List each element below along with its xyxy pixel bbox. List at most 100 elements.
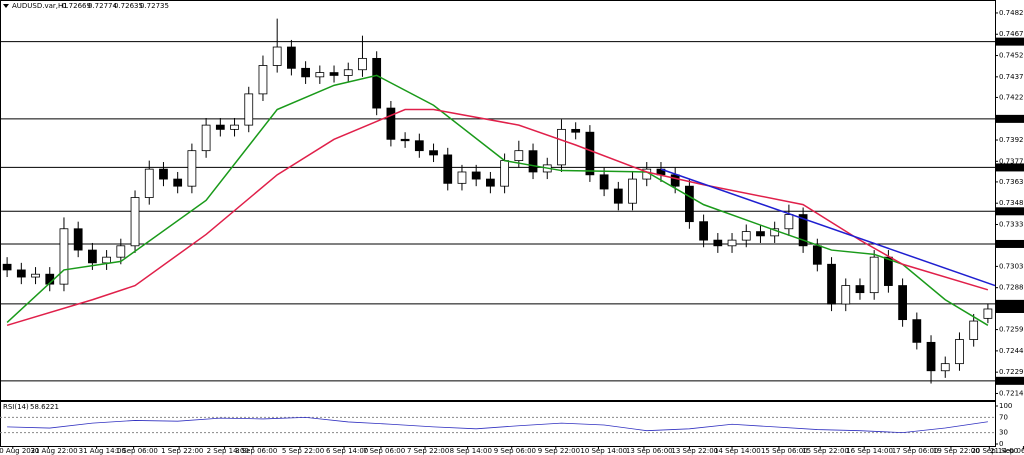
candle-body <box>713 239 723 247</box>
candle-body <box>827 263 836 305</box>
x-tick-label: 9 Sep 22:00 <box>538 447 580 455</box>
level-box <box>995 37 1024 46</box>
candle-body <box>429 150 438 156</box>
candle-body <box>272 46 282 66</box>
x-tick-label: 15 Sep 22:00 <box>802 447 849 455</box>
candle-body <box>287 46 296 69</box>
x-tick-label: 2 Sep 14:00 <box>207 447 249 455</box>
x-tick-label: 30 Aug 22:00 <box>30 447 77 455</box>
candle-body <box>898 285 907 321</box>
candle-body <box>841 285 851 305</box>
level-label: 0.72229 <box>997 377 1024 385</box>
y-tick-label: 0.73035 <box>999 262 1024 270</box>
level-box <box>995 163 1024 172</box>
candle-body <box>414 140 424 152</box>
x-tick-label: 7 Sep 06:00 <box>363 447 405 455</box>
x-tick-label: 9 Sep 06:00 <box>494 447 536 455</box>
candle-body <box>2 263 12 271</box>
level-label: 0.73732 <box>997 163 1024 171</box>
candle-body <box>244 93 254 126</box>
candle-body <box>400 138 410 142</box>
candle-body <box>528 150 538 173</box>
price-box <box>995 304 1024 313</box>
candle-body <box>514 150 524 162</box>
ohlc-open: 0.72669 <box>62 2 91 10</box>
x-tick-label: 10 Sep 14:00 <box>580 447 627 455</box>
candle-body <box>201 124 211 152</box>
candle-body <box>159 168 168 180</box>
candle-body <box>670 174 680 187</box>
candle-body <box>358 57 367 71</box>
candle-body <box>685 185 694 223</box>
candle-body <box>955 339 964 365</box>
candle-body <box>756 231 765 237</box>
x-tick-label: 20 Sep 14:00 <box>971 447 1018 455</box>
x-tick-label: 7 Sep 22:00 <box>407 447 449 455</box>
candle-body <box>258 65 268 95</box>
candle-body <box>912 319 922 343</box>
candle-body <box>585 131 595 176</box>
candle-body <box>741 231 751 241</box>
candle-body <box>969 320 979 340</box>
x-tick-label: 14 Sep 14:00 <box>714 447 761 455</box>
candle-body <box>116 245 126 258</box>
x-tick-label: 21 Sep 06:00 <box>990 447 1024 455</box>
level-box <box>995 376 1024 385</box>
candle-body <box>73 228 83 251</box>
y-tick-label: 0.73925 <box>999 136 1024 144</box>
rsi-tick-label: 70 <box>999 413 1008 421</box>
candle-body <box>486 178 495 187</box>
candle-body <box>727 239 737 247</box>
x-tick-label: 8 Sep 14:00 <box>450 447 492 455</box>
rsi-value: 58.6221 <box>30 403 59 411</box>
chart-title: AUDUSD.var,H1 <box>12 2 68 10</box>
candle-body <box>329 72 339 76</box>
x-tick-label: 1 Sep 22:00 <box>161 447 203 455</box>
candle-body <box>983 308 993 319</box>
y-tick-label: 0.73775 <box>999 157 1024 165</box>
level-label: 0.74618 <box>997 38 1024 46</box>
level-label: 0.72771 <box>997 300 1024 308</box>
line <box>6 108 989 327</box>
x-tick-label: 30 Aug 2021 <box>0 447 40 455</box>
level-box <box>995 114 1024 123</box>
candle-body <box>457 171 467 184</box>
x-tick-label: 15 Sep 06:00 <box>761 447 808 455</box>
x-tick-label: 17 Sep 06:00 <box>892 447 939 455</box>
y-tick-label: 0.72885 <box>999 284 1024 292</box>
candle-body <box>215 124 225 130</box>
x-tick-label: 13 Sep 06:00 <box>626 447 673 455</box>
price-label: 0.72735 <box>997 305 1024 313</box>
candle-body <box>869 256 879 294</box>
candle-body <box>628 178 637 204</box>
candle-body <box>940 363 950 372</box>
line <box>7 416 988 434</box>
candle-body <box>812 245 822 265</box>
main-frame <box>0 0 996 401</box>
rsi-name: RSI(14) <box>3 403 29 411</box>
x-tick-label: 19 Sep 22:00 <box>933 447 980 455</box>
candle-body <box>599 174 609 190</box>
candle-body <box>884 256 893 286</box>
level-box <box>995 239 1024 248</box>
ohlc-low: 0.72635 <box>114 2 143 10</box>
candle-body <box>16 269 26 278</box>
x-tick-label: 3 Sep 06:00 <box>235 447 277 455</box>
line <box>6 74 989 326</box>
level-label: 0.73423 <box>997 207 1024 215</box>
candle-body <box>699 221 708 241</box>
candle-body <box>500 160 509 187</box>
candle-body <box>571 128 581 133</box>
y-tick-label: 0.74225 <box>999 93 1024 101</box>
candle-body <box>798 214 808 247</box>
candle-body <box>230 124 239 130</box>
